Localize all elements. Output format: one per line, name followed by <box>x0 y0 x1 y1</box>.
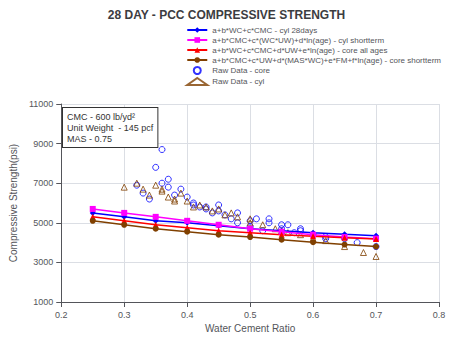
svg-text:9000: 9000 <box>33 139 53 149</box>
svg-text:MAS - 0.75: MAS - 0.75 <box>67 134 112 144</box>
svg-text:0.2: 0.2 <box>55 310 68 320</box>
svg-text:a+b*WC+c*CMC+d*UW+e*ln(age) -: a+b*WC+c*CMC+d*UW+e*ln(age) - core all a… <box>212 46 387 55</box>
svg-text:Raw Data - cyl: Raw Data - cyl <box>212 77 264 86</box>
svg-text:0.3: 0.3 <box>118 310 131 320</box>
svg-text:0.7: 0.7 <box>370 310 383 320</box>
svg-text:a+b*CMC+c*(WC*UW)+d*ln(age) -: a+b*CMC+c*(WC*UW)+d*ln(age) - cyl shortt… <box>212 36 384 45</box>
svg-text:Water Cement Ratio: Water Cement Ratio <box>205 323 296 334</box>
svg-text:a+b*WC+c*CMC - cyl 28days: a+b*WC+c*CMC - cyl 28days <box>212 26 317 35</box>
svg-text:0.5: 0.5 <box>244 310 257 320</box>
svg-text:0.8: 0.8 <box>433 310 446 320</box>
svg-text:7000: 7000 <box>33 178 53 188</box>
svg-text:11000: 11000 <box>29 99 53 109</box>
svg-text:Compressive Strength(psi): Compressive Strength(psi) <box>8 144 19 262</box>
svg-text:Unit Weight - 145 pcf: Unit Weight - 145 pcf <box>67 123 154 133</box>
svg-text:a+b*CMC+c*UW+d*(MAS*WC)+e*FM+f: a+b*CMC+c*UW+d*(MAS*WC)+e*FM+f*ln(age) -… <box>212 56 441 65</box>
svg-text:0.6: 0.6 <box>307 310 320 320</box>
svg-text:5000: 5000 <box>33 218 53 228</box>
svg-text:Raw Data - core: Raw Data - core <box>212 66 270 75</box>
svg-text:CMC - 600 lb/yd²: CMC - 600 lb/yd² <box>67 112 135 122</box>
svg-text:0.4: 0.4 <box>181 310 194 320</box>
svg-text:1000: 1000 <box>33 297 53 307</box>
svg-text:28 DAY - PCC COMPRESSIVE STREN: 28 DAY - PCC COMPRESSIVE STRENGTH <box>108 8 345 22</box>
svg-text:3000: 3000 <box>33 257 53 267</box>
